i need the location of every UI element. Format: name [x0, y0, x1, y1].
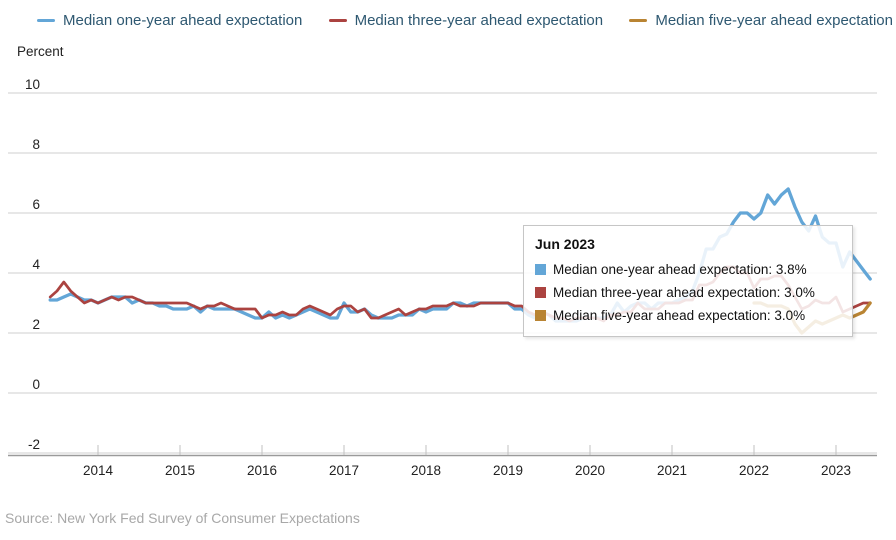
x-tick-label: 2020: [575, 463, 605, 478]
y-tick-label: -2: [28, 437, 40, 452]
x-tick-label: 2019: [493, 463, 523, 478]
y-axis-title: Percent: [17, 44, 64, 59]
chart-tooltip: Jun 2023 Median one-year ahead expectati…: [523, 225, 853, 337]
y-tick-label: 6: [32, 197, 40, 212]
x-tick-label: 2022: [739, 463, 769, 478]
y-tick-label: 0: [32, 377, 40, 392]
y-tick-label: 8: [32, 137, 40, 152]
x-tick-label: 2017: [329, 463, 359, 478]
x-tick-label: 2018: [411, 463, 441, 478]
x-tick-label: 2015: [165, 463, 195, 478]
tooltip-swatch-icon: [535, 264, 546, 275]
legend-label-three-year: Median three-year ahead expectation: [354, 12, 604, 29]
tooltip-row: Median five-year ahead expectation: 3.0%: [535, 304, 840, 327]
y-tick-label: 4: [32, 257, 40, 272]
x-tick-label: 2023: [821, 463, 851, 478]
legend-line-icon: [37, 19, 55, 22]
tooltip-row-text: Median five-year ahead expectation: 3.0%: [553, 308, 806, 323]
legend-label-five-year: Median five-year ahead expectation: [655, 12, 893, 29]
legend-line-icon: [629, 19, 648, 22]
tooltip-row-text: Median three-year ahead expectation: 3.0…: [553, 285, 815, 300]
legend-item-three-year[interactable]: Median three-year ahead expectation: [328, 12, 604, 29]
x-tick-label: 2016: [247, 463, 277, 478]
tooltip-swatch-icon: [535, 287, 546, 298]
tooltip-row-text: Median one-year ahead expectation: 3.8%: [553, 262, 807, 277]
tooltip-title: Jun 2023: [535, 236, 595, 252]
series-line: [48, 187, 872, 323]
x-tick-label: 2014: [83, 463, 114, 478]
tooltip-row: Median one-year ahead expectation: 3.8%: [535, 258, 840, 281]
y-tick-label: 10: [25, 77, 40, 92]
legend-label-one-year: Median one-year ahead expectation: [63, 12, 303, 29]
chart-legend: Median one-year ahead expectation Median…: [37, 12, 893, 29]
source-note: Source: New York Fed Survey of Consumer …: [5, 510, 360, 526]
legend-item-five-year[interactable]: Median five-year ahead expectation: [629, 12, 893, 29]
legend-line-icon: [328, 19, 347, 22]
legend-item-one-year[interactable]: Median one-year ahead expectation: [37, 12, 302, 29]
x-tick-label: 2021: [657, 463, 687, 478]
tooltip-swatch-icon: [535, 310, 546, 321]
tooltip-row: Median three-year ahead expectation: 3.0…: [535, 281, 840, 304]
y-tick-label: 2: [32, 317, 40, 332]
